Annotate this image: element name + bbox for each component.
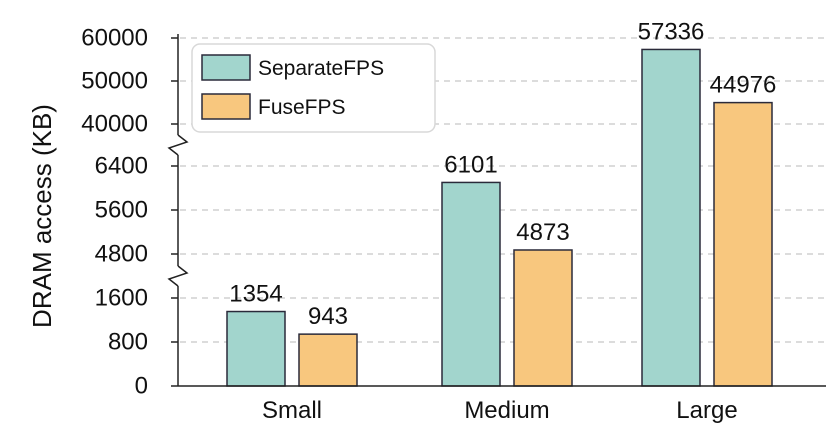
data-label: 44976: [710, 72, 777, 99]
y-axis: [167, 34, 826, 387]
y-tick-label: 800: [108, 329, 148, 356]
bar-fusefps-large: [713, 101, 773, 387]
y-axis-title: DRAM access (KB): [27, 104, 57, 328]
legend: SeparateFPS FuseFPS: [191, 43, 436, 133]
y-tick-labels: 0 800 1600 4800 5600 6400 40000 50000 60000: [81, 25, 148, 400]
bar-separatefps-medium: [441, 181, 501, 387]
bars: [226, 48, 773, 387]
legend-swatch-fusefps: [201, 93, 251, 120]
data-label: 4873: [516, 219, 569, 246]
y-tick-label: 5600: [95, 197, 148, 224]
bar-fusefps-medium: [513, 249, 573, 387]
x-category-labels: Small Medium Large: [262, 397, 738, 424]
data-label: 57336: [638, 18, 705, 45]
axis-break-mark: [167, 134, 189, 156]
y-tick-label: 4800: [95, 241, 148, 268]
legend-box: [191, 43, 436, 133]
bar-separatefps-small: [226, 310, 286, 387]
y-tick-label: 50000: [81, 68, 148, 95]
y-tick-label: 0: [135, 373, 148, 400]
y-tick-label: 1600: [95, 285, 148, 312]
y-tick-label: 40000: [81, 111, 148, 138]
axis-break-mark: [167, 265, 189, 287]
legend-label-fusefps: FuseFPS: [258, 96, 346, 119]
data-label: 1354: [229, 281, 282, 308]
x-category-label: Medium: [464, 397, 549, 424]
grid-lines: [180, 37, 824, 343]
data-label: 943: [308, 303, 348, 330]
data-label: 6101: [444, 151, 497, 178]
x-category-label: Small: [262, 397, 322, 424]
y-tick-label: 60000: [81, 25, 148, 52]
y-tick-label: 6400: [95, 153, 148, 180]
bar-separatefps-large: [641, 48, 701, 387]
bar-fusefps-small: [298, 333, 358, 387]
x-category-label: Large: [676, 397, 737, 424]
legend-label-separatefps: SeparateFPS: [258, 57, 384, 80]
legend-swatch-separatefps: [201, 54, 251, 81]
